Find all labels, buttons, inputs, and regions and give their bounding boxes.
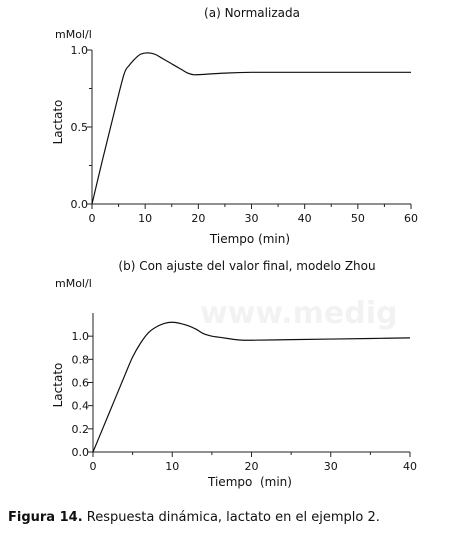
y-tick-label: 0.5: [71, 121, 89, 134]
watermark: www.medig: [200, 296, 397, 331]
x-tick-label: 40: [298, 212, 312, 225]
x-tick-label: 60: [404, 212, 418, 225]
chart-a-normalizada: (a) Normalizada mMol/l Tiempo (min) Lactato…: [51, 6, 418, 246]
x-tick-label: 50: [351, 212, 365, 225]
x-tick-label: 30: [324, 460, 338, 473]
x-tick-label: 0: [89, 212, 96, 225]
y-axis-label: Lactato: [51, 363, 65, 408]
y-axis-label: Lactato: [51, 100, 65, 145]
x-tick-label: 10: [165, 460, 179, 473]
x-tick-label: 20: [245, 460, 259, 473]
y-unit-label: mMol/l: [55, 28, 92, 41]
x-tick-label: 30: [245, 212, 259, 225]
x-tick-label: 10: [138, 212, 152, 225]
y-tick-label: 0.0: [71, 198, 89, 211]
y-tick-label: 0.4: [72, 400, 90, 413]
y-tick-label: 1.0: [71, 44, 89, 57]
caption-label: Figura 14.: [8, 510, 83, 525]
figure-caption: Figura 14. Respuesta dinámica, lactato e…: [8, 509, 448, 527]
x-axis-label: Tiempo (min): [209, 232, 290, 246]
y-unit-label: mMol/l: [55, 277, 92, 290]
x-tick-label: 20: [191, 212, 205, 225]
chart-b-zhou: (b) Con ajuste del valor final, modelo Z…: [51, 259, 417, 489]
chart-title: (a) Normalizada: [204, 6, 300, 20]
y-tick-label: 0.8: [72, 353, 90, 366]
x-axis-label: Tiempo (min): [207, 475, 292, 489]
y-tick-label: 0.6: [72, 377, 90, 390]
lactate-curve: [92, 321, 411, 453]
x-tick-label: 40: [403, 460, 417, 473]
y-tick-label: 0.0: [72, 446, 90, 459]
caption-text: Respuesta dinámica, lactato en el ejempl…: [82, 510, 380, 525]
chart-title: (b) Con ajuste del valor final, modelo Z…: [118, 259, 375, 273]
lactate-curve: [91, 52, 411, 205]
y-tick-label: 0.2: [72, 423, 90, 436]
x-tick-label: 0: [90, 460, 97, 473]
y-tick-label: 1.0: [72, 330, 90, 343]
